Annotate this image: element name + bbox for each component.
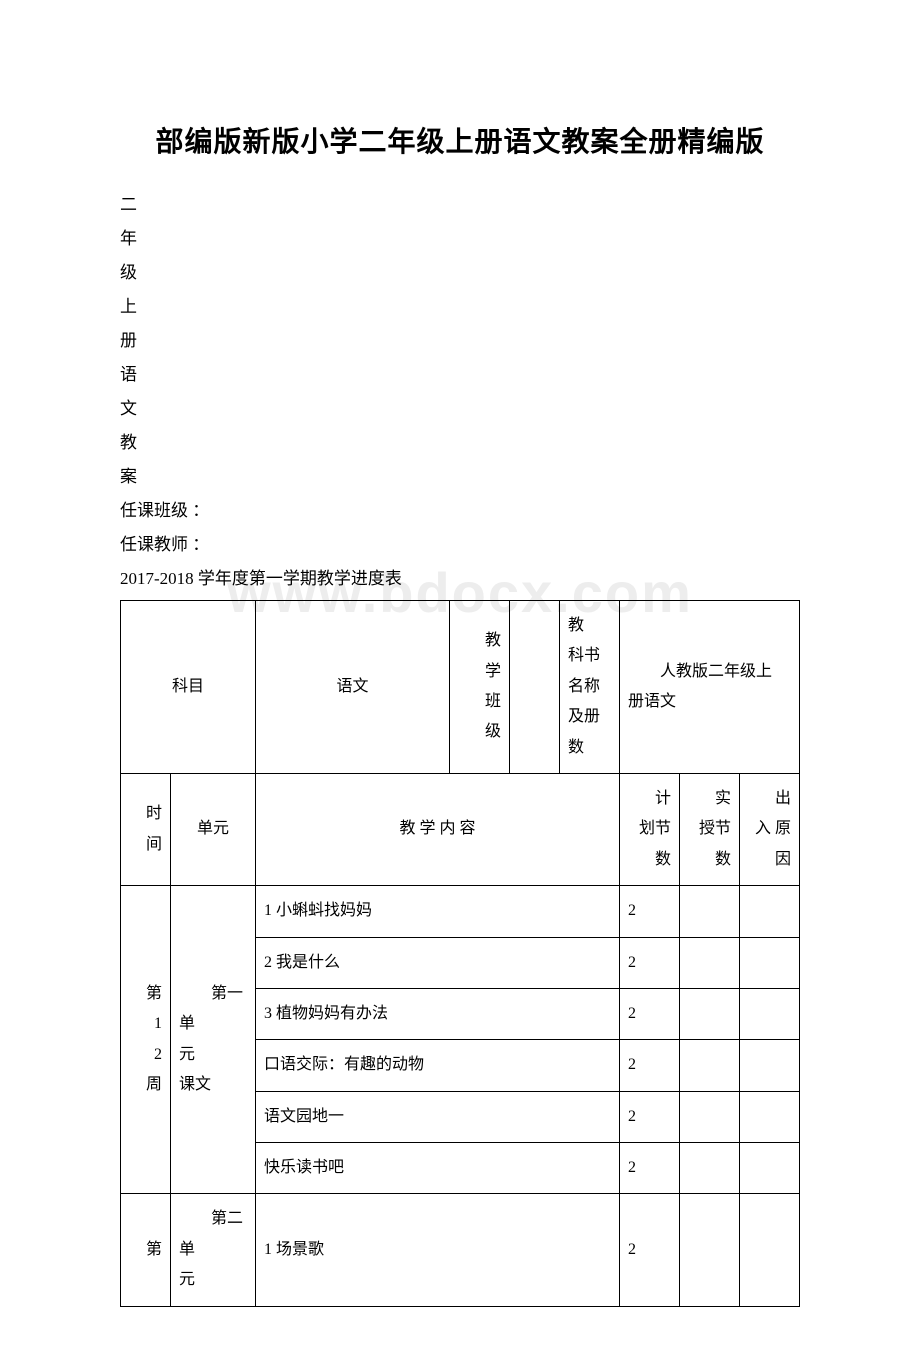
actual-cell: [680, 1091, 740, 1142]
content-cell: 快乐读书吧: [256, 1143, 620, 1194]
col-actual: 实 授节 数: [680, 773, 740, 885]
book-label-cell: 教 科书 名称 及册 数: [560, 601, 620, 774]
class-line: 任课班级 ：: [120, 494, 800, 528]
actual-cell: [680, 1143, 740, 1194]
actual-cell: [680, 988, 740, 1039]
reason-cell: [740, 937, 800, 988]
page-title: 部编版新版小学二年级上册语文教案全册精编版: [120, 120, 800, 160]
unit-cell: 第一单 元 课文: [171, 886, 256, 1194]
actual-cell: [680, 1194, 740, 1306]
vertical-char: 上: [120, 290, 800, 324]
vertical-char: 册: [120, 324, 800, 358]
plan-cell: 2: [620, 937, 680, 988]
vertical-char: 语: [120, 358, 800, 392]
vertical-char: 级: [120, 256, 800, 290]
class-label-cell: 教 学 班 级: [450, 601, 510, 774]
content-cell: 1 小蝌蚪找妈妈: [256, 886, 620, 937]
actual-cell: [680, 886, 740, 937]
subject-value-cell: 语文: [256, 601, 450, 774]
reason-cell: [740, 1040, 800, 1091]
schedule-table: 科目 语文 教 学 班 级 教 科书 名称 及册 数 人教版二年级上 册语文 时…: [120, 600, 800, 1307]
table-row: 第 1 2 周 第一单 元 课文 1 小蝌蚪找妈妈 2: [121, 886, 800, 937]
table-header-info-row: 科目 语文 教 学 班 级 教 科书 名称 及册 数 人教版二年级上 册语文: [121, 601, 800, 774]
reason-cell: [740, 1091, 800, 1142]
content-cell: 口语交际：有趣的动物: [256, 1040, 620, 1091]
vertical-char: 年: [120, 222, 800, 256]
class-value-cell: [510, 601, 560, 774]
teacher-line: 任课教师 ：: [120, 528, 800, 562]
col-plan: 计 划节 数: [620, 773, 680, 885]
vertical-char: 文: [120, 392, 800, 426]
book-value-cell: 人教版二年级上 册语文: [620, 601, 800, 774]
subject-label-cell: 科目: [121, 601, 256, 774]
content-cell: 2 我是什么: [256, 937, 620, 988]
content-cell: 语文园地一: [256, 1091, 620, 1142]
reason-cell: [740, 1194, 800, 1306]
plan-cell: 2: [620, 1091, 680, 1142]
time-cell: 第 1 2 周: [121, 886, 171, 1194]
col-unit: 单元: [171, 773, 256, 885]
schedule-title: 2017-2018 学年度第一学期教学进度表: [120, 562, 800, 596]
vertical-char: 教: [120, 426, 800, 460]
col-content: 教 学 内 容: [256, 773, 620, 885]
plan-cell: 2: [620, 1143, 680, 1194]
plan-cell: 2: [620, 988, 680, 1039]
table-row: 第 第二单 元 1 场景歌 2: [121, 1194, 800, 1306]
vertical-char: 案: [120, 460, 800, 494]
vertical-title-list: 二 年 级 上 册 语 文 教 案: [120, 188, 800, 494]
reason-cell: [740, 1143, 800, 1194]
unit-cell: 第二单 元: [171, 1194, 256, 1306]
col-reason: 出 入 原 因: [740, 773, 800, 885]
document-content: 部编版新版小学二年级上册语文教案全册精编版 二 年 级 上 册 语 文 教 案 …: [120, 120, 800, 1307]
col-time: 时 间: [121, 773, 171, 885]
table-column-header-row: 时 间 单元 教 学 内 容 计 划节 数 实 授节 数 出 入 原 因: [121, 773, 800, 885]
reason-cell: [740, 886, 800, 937]
time-cell: 第: [121, 1194, 171, 1306]
vertical-char: 二: [120, 188, 800, 222]
actual-cell: [680, 937, 740, 988]
content-cell: 3 植物妈妈有办法: [256, 988, 620, 1039]
plan-cell: 2: [620, 1040, 680, 1091]
content-cell: 1 场景歌: [256, 1194, 620, 1306]
plan-cell: 2: [620, 886, 680, 937]
reason-cell: [740, 988, 800, 1039]
actual-cell: [680, 1040, 740, 1091]
plan-cell: 2: [620, 1194, 680, 1306]
